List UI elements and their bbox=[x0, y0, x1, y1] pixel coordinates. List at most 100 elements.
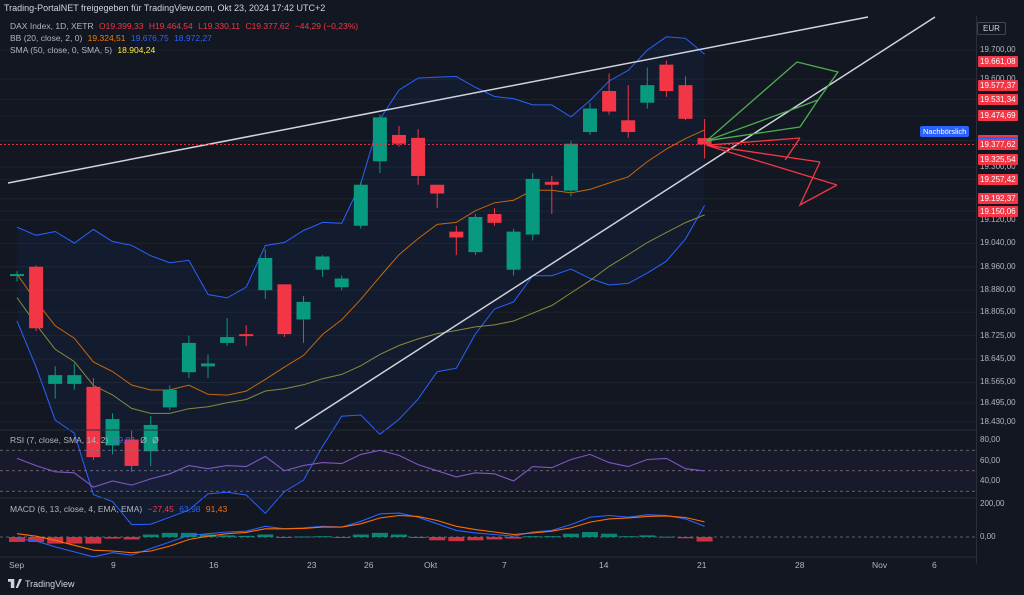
macd-histogram-bar bbox=[142, 534, 159, 537]
price-tag: 19.192,37 bbox=[978, 193, 1018, 205]
price-tick-label: 18.495,00 bbox=[980, 397, 1016, 407]
header-bar: Trading-PortalNET freigegeben für Tradin… bbox=[0, 0, 1024, 16]
legend-rsi-value: 49,83 bbox=[113, 435, 135, 445]
price-tick-label: 18.565,00 bbox=[980, 377, 1016, 387]
x-axis-label: 14 bbox=[599, 560, 609, 570]
legend-sma-row[interactable]: SMA (50, close, 0, SMA, 5) 18.904,24 bbox=[10, 45, 155, 55]
x-axis-label: 21 bbox=[697, 560, 707, 570]
sma-line bbox=[16, 214, 705, 414]
header-text: Trading-PortalNET freigegeben für Tradin… bbox=[4, 3, 326, 13]
macd-histogram-bar bbox=[123, 537, 140, 540]
candle-body bbox=[506, 231, 521, 270]
macd-histogram-bar bbox=[238, 535, 255, 537]
macd-histogram-bar bbox=[582, 532, 598, 537]
scenario-arrow bbox=[706, 144, 821, 163]
price-tick-label: 18.960,00 bbox=[980, 261, 1016, 271]
x-axis-label: Sep bbox=[9, 560, 25, 570]
legend-symbol: DAX Index, 1D, XETR bbox=[10, 21, 94, 31]
price-tag: 19.325,54 bbox=[978, 154, 1018, 166]
x-axis-label: 23 bbox=[307, 560, 317, 570]
macd-histogram-bar bbox=[371, 532, 388, 537]
macd-histogram-bar bbox=[658, 536, 675, 538]
price-tag: 19.661,08 bbox=[978, 55, 1018, 67]
legend-bb-row[interactable]: BB (20, close, 2, 0) 19.324,51 19.676,75… bbox=[10, 33, 212, 43]
rsi-tick-label: 40,00 bbox=[980, 476, 1001, 485]
macd-histogram-bar bbox=[333, 537, 350, 538]
scenario-arrow-tip bbox=[796, 61, 840, 101]
candle-body bbox=[258, 257, 273, 291]
bollinger-basis-line bbox=[16, 129, 705, 396]
macd-histogram-bar bbox=[524, 536, 541, 538]
candle-body bbox=[86, 386, 101, 458]
macd-tick-label: 0,00 bbox=[980, 532, 996, 541]
scenario-arrow bbox=[706, 61, 798, 142]
legend-close: C19.377,62 bbox=[245, 21, 290, 31]
scenario-arrow-tip bbox=[799, 99, 819, 128]
macd-histogram-bar bbox=[9, 537, 25, 542]
legend-bb-upper: 19.676,75 bbox=[130, 33, 169, 43]
macd-histogram-bar bbox=[257, 534, 274, 537]
candle-body bbox=[659, 64, 674, 92]
price-tick-label: 19.040,00 bbox=[980, 238, 1016, 248]
x-axis-label: 16 bbox=[209, 560, 219, 570]
macd-histogram-bar bbox=[601, 533, 618, 537]
legend-bb-basis: 19.324,51 bbox=[87, 33, 126, 43]
macd-histogram-bar bbox=[276, 537, 293, 538]
candle-body bbox=[544, 181, 559, 185]
price-axis[interactable] bbox=[976, 16, 1024, 564]
macd-histogram-bar bbox=[620, 536, 637, 538]
macd-histogram-bar bbox=[85, 537, 102, 544]
currency-selector[interactable]: EUR bbox=[977, 22, 1006, 35]
candle-body bbox=[468, 216, 483, 253]
candle-body bbox=[181, 342, 196, 373]
legend-symbol-row[interactable]: DAX Index, 1D, XETR O19.399,33 H19.464,5… bbox=[10, 21, 358, 31]
price-tag: 19.474,69 bbox=[978, 110, 1018, 122]
candle-body bbox=[124, 439, 139, 466]
macd-histogram-bar bbox=[104, 537, 121, 539]
macd-histogram-bar bbox=[429, 537, 446, 541]
scenario-arrow bbox=[706, 137, 801, 146]
candle-body bbox=[48, 375, 63, 384]
legend-bb-label: BB (20, close, 2, 0) bbox=[10, 33, 83, 43]
legend-open: O19.399,33 bbox=[99, 21, 144, 31]
scenario-arrow bbox=[706, 144, 838, 186]
tradingview-logo[interactable]: TradingView bbox=[8, 579, 75, 589]
candle-body bbox=[201, 363, 215, 367]
macd-histogram-bar bbox=[696, 537, 713, 542]
scenario-arrow bbox=[706, 126, 801, 142]
candle-body bbox=[29, 266, 44, 329]
legend-rsi-row[interactable]: RSI (7, close, SMA, 14, 2) 49,83 Ø Ø bbox=[10, 435, 159, 445]
bollinger-lower-line bbox=[16, 205, 706, 526]
macd-histogram-bar bbox=[486, 537, 503, 540]
candle-body bbox=[411, 137, 426, 176]
candle-body bbox=[239, 334, 254, 337]
candle-body bbox=[162, 389, 177, 408]
price-tick-label: 18.880,00 bbox=[980, 285, 1016, 295]
price-tag: 19.531,34 bbox=[978, 93, 1018, 105]
macd-histogram-bar bbox=[66, 537, 83, 544]
scenario-arrow-tip bbox=[784, 137, 838, 207]
candle-body bbox=[277, 284, 292, 335]
candle-body bbox=[353, 184, 368, 226]
legend-change: −44,29 (−0,23%) bbox=[294, 21, 359, 31]
legend-macd-row[interactable]: MACD (6, 13, close, 4, EMA, EMA) −27,45 … bbox=[10, 504, 227, 514]
macd-line bbox=[16, 512, 705, 558]
candle-body bbox=[10, 274, 24, 277]
rsi-tick-label: 80,00 bbox=[980, 435, 1001, 444]
rsi-tick-label: 60,00 bbox=[980, 455, 1001, 465]
price-tag: 19.150,06 bbox=[978, 205, 1018, 217]
candle-body bbox=[105, 419, 120, 446]
candle-body bbox=[392, 134, 406, 144]
candle-body bbox=[563, 143, 578, 191]
macd-histogram-bar bbox=[352, 534, 369, 537]
scenario-arrow bbox=[706, 99, 819, 142]
candle-body bbox=[583, 108, 597, 133]
legend-rsi-label: RSI (7, close, SMA, 14, 2) bbox=[10, 435, 109, 445]
price-tag: 19.257,42 bbox=[978, 174, 1018, 186]
x-axis-label: 26 bbox=[364, 560, 374, 570]
x-axis-label: 9 bbox=[111, 560, 116, 570]
legend-macd-label: MACD (6, 13, close, 4, EMA, EMA) bbox=[10, 504, 143, 514]
price-tick-label: 19.120,00 bbox=[980, 214, 1016, 224]
bollinger-band-fill bbox=[17, 36, 705, 525]
